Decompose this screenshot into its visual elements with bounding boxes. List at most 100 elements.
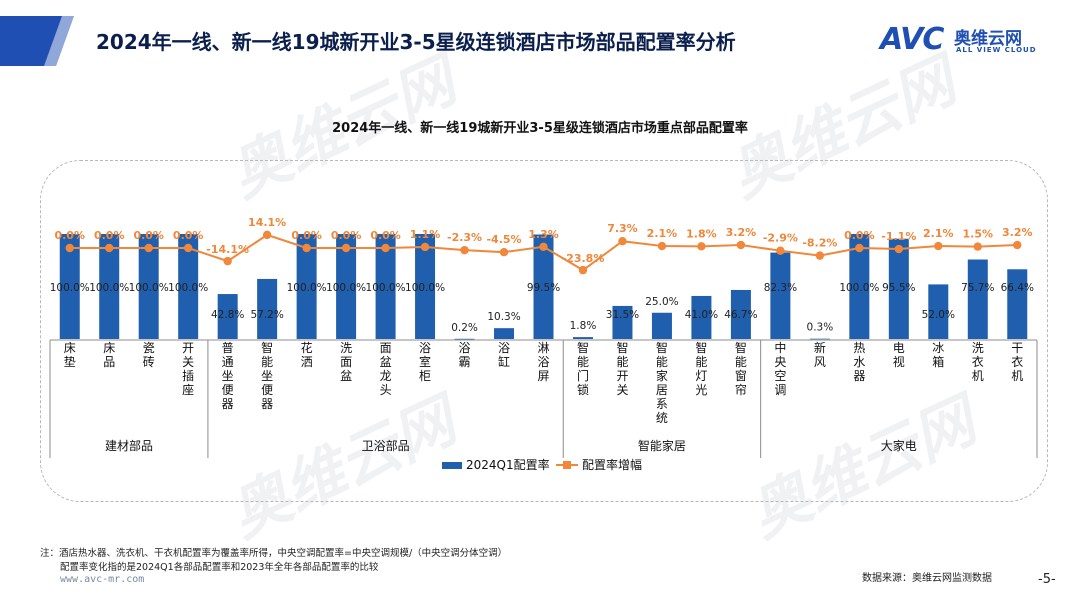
page-title: 2024年一线、新一线19城新开业3-5星级连锁酒店市场部品配置率分析 [96,30,736,54]
growth-point [381,243,390,253]
bar-value-label: 31.5% [606,309,639,321]
growth-label: -2.9% [763,232,798,245]
growth-label: -8.2% [802,237,837,250]
growth-point [539,242,548,251]
bar [59,234,80,339]
growth-label: 0.0% [291,229,322,242]
growth-label: 1.3% [528,228,559,241]
growth-point [105,243,114,253]
growth-point [460,245,469,255]
bar [928,284,949,339]
growth-point [302,243,311,253]
chart-frame [40,160,1048,502]
growth-label: 0.0% [54,229,85,242]
growth-label: -2.3% [447,231,482,244]
category-label: 淋浴屏 [537,341,549,383]
bar [691,295,712,339]
category-label: 智能灯光 [695,340,707,397]
group-label: 卫浴部品 [362,438,410,453]
growth-label: 14.1% [248,216,286,229]
page-number: -5- [1038,572,1056,587]
growth-point [855,243,864,253]
bar [336,234,357,339]
legend-bar-swatch [442,462,462,469]
bar-value-label: 52.0% [922,309,955,321]
growth-point [499,247,509,257]
growth-point [578,265,588,275]
category-label: 智能坐便器 [261,340,273,411]
bar-value-label: 95.5% [882,282,915,294]
growth-label: -14.1% [206,243,249,256]
logo-mark: AVC [880,22,944,57]
footnote-2: 配置率变化指的是2024Q1各部品配置率和2023年全年各部品配置率的比较 [60,562,379,573]
legend-bar-label: 2024Q1配置率 [466,457,550,472]
category-label: 床垫 [64,341,76,369]
category-label: 浴霸 [459,341,471,369]
category-label: 洗衣机 [972,341,984,383]
growth-point [420,242,430,252]
bar-value-label: 1.8% [570,320,597,332]
bar-value-label: 100.0% [405,282,445,294]
growth-point [697,242,706,251]
bar-value-label: 42.8% [211,309,244,321]
growth-point [894,244,904,254]
bar [612,305,633,339]
category-label: 花洒 [301,340,313,369]
growth-label: 1.5% [963,228,994,241]
growth-label: 0.0% [94,229,125,242]
bar-value-label: 0.2% [451,322,478,334]
growth-label: 1.1% [410,228,441,241]
category-label: 浴室柜 [419,341,431,383]
growth-label: 0.0% [331,229,362,242]
category-label: 智能窗帘 [735,340,747,397]
growth-label: -1.1% [881,230,916,243]
group-label: 大家电 [881,438,917,453]
growth-point [183,243,193,253]
legend-line-label: 配置率增幅 [582,457,642,472]
bar [296,234,317,339]
bar-value-label: 100.0% [326,282,366,294]
group-label: 智能家居 [638,438,686,453]
category-label: 智能开关 [616,340,628,397]
bar-value-label: 41.0% [685,309,718,321]
bar-value-label: 10.3% [487,311,520,323]
avc-logo: AVC 奥维云网 ALL VIEW CLOUD [880,22,1056,62]
category-label: 普通坐便器 [222,341,234,411]
bar [138,234,159,339]
growth-point [65,243,74,253]
growth-label: 7.3% [607,222,638,235]
bar-value-label: 99.5% [527,282,560,294]
growth-point [1013,240,1022,250]
growth-point [776,246,785,255]
bar-value-label: 100.0% [89,282,129,294]
data-source: 数据来源：奥维云网监测数据 [862,573,992,584]
bar [217,294,238,339]
bar-value-label: 100.0% [50,282,90,294]
growth-label: 3.2% [1002,226,1033,239]
growth-point [144,243,153,253]
growth-point [341,243,351,253]
bar-value-label: 25.0% [645,296,678,308]
bar [533,234,554,339]
category-label: 智能门锁 [577,340,589,397]
footnote-1: 注：酒店热水器、洗衣机、干衣机配置率为覆盖率所得，中央空调配置率=中央空调规模/… [40,548,508,559]
bar-value-label: 46.7% [724,309,757,321]
bar [809,338,830,340]
category-label: 洗面盆 [340,341,352,383]
category-label: 瓷砖 [143,341,155,369]
growth-label: 2.1% [647,227,678,240]
growth-label: 2.1% [923,227,954,240]
growth-point [736,240,746,250]
bar [967,259,988,339]
bar [375,234,396,339]
growth-label: 0.0% [133,229,164,242]
growth-point [618,237,627,246]
chart-title: 2024年一线、新一线19城新开业3-5星级连锁酒店市场重点部品配置率 [332,121,748,136]
logo-chinese: 奥维云网 [954,29,1022,49]
growth-point [934,241,943,251]
category-label: 冰箱 [932,341,944,369]
growth-label: 3.2% [726,226,757,239]
category-label: 浴缸 [498,341,510,369]
growth-point [223,256,232,266]
